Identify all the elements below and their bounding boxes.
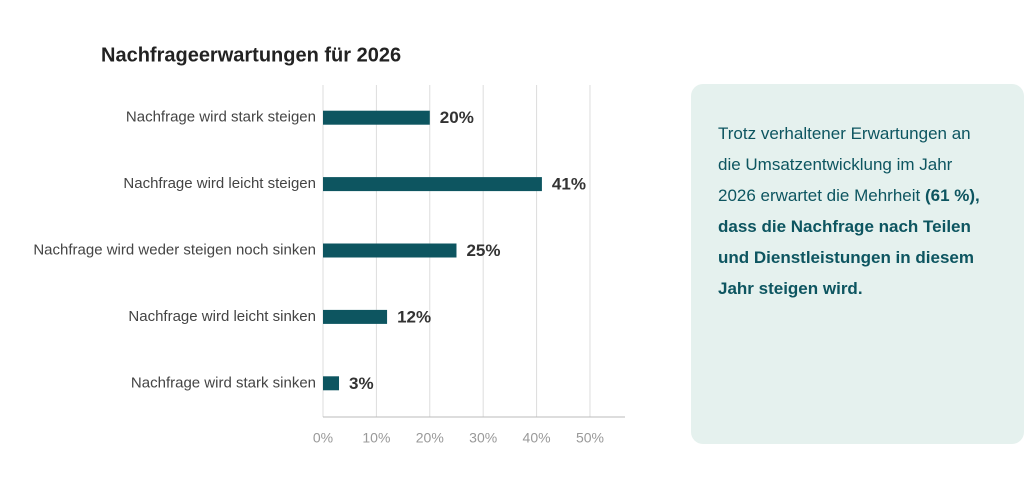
x-tick-label: 50%	[576, 430, 604, 446]
bar	[323, 177, 542, 192]
chart: Nachfrageerwartungen für 2026 0% 10% 20% 30…	[33, 44, 625, 446]
chart-title: Nachfrageerwartungen für 2026	[101, 44, 401, 66]
y-tick-label: Nachfrage wird leicht sinken	[128, 308, 316, 325]
value-label: 20%	[440, 108, 474, 127]
callout-box: Trotz verhaltener Erwartungen an die Ums…	[691, 84, 1024, 444]
bar	[323, 243, 457, 258]
value-label: 41%	[552, 175, 586, 194]
value-label: 12%	[397, 307, 431, 326]
y-tick-label: Nachfrage wird leicht steigen	[123, 175, 316, 192]
bar	[323, 110, 430, 125]
x-tick-label: 30%	[469, 430, 497, 446]
value-label: 3%	[349, 374, 374, 393]
callout-text: Trotz verhaltener Erwartungen an die Ums…	[718, 118, 993, 304]
y-tick-label: Nachfrage wird stark sinken	[131, 374, 316, 391]
bar	[323, 376, 340, 391]
callout-text-bold: (61 %), dass die Nachfrage nach Teilen u…	[718, 186, 980, 298]
value-label: 25%	[466, 241, 500, 260]
x-tick-label: 0%	[313, 430, 333, 446]
y-tick-label: Nachfrage wird weder steigen noch sinken	[33, 241, 316, 258]
x-tick-label: 10%	[362, 430, 390, 446]
y-tick-label: Nachfrage wird stark steigen	[126, 109, 316, 126]
x-tick-label: 40%	[523, 430, 551, 446]
x-tick-label: 20%	[416, 430, 444, 446]
bar	[323, 309, 388, 324]
callout-text-normal: Trotz verhaltener Erwartungen an die Ums…	[718, 124, 971, 205]
